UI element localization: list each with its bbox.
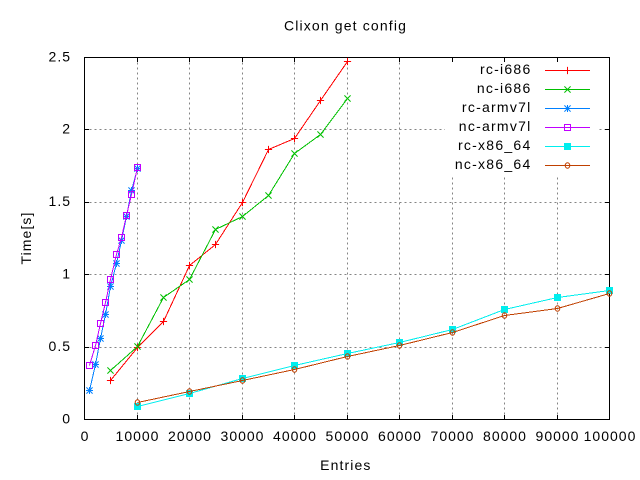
svg-text:nc-i686: nc-i686	[477, 80, 532, 96]
svg-text:Clixon get config: Clixon get config	[284, 18, 407, 34]
svg-text:0: 0	[62, 410, 71, 426]
svg-text:2: 2	[62, 121, 71, 137]
svg-text:rc-x86_64: rc-x86_64	[458, 137, 532, 153]
svg-text:30000: 30000	[221, 428, 265, 444]
svg-text:70000: 70000	[431, 428, 475, 444]
svg-text:0: 0	[81, 428, 90, 444]
svg-text:80000: 80000	[483, 428, 527, 444]
svg-text:nc-x86_64: nc-x86_64	[455, 156, 532, 172]
svg-text:100000: 100000	[584, 428, 637, 444]
svg-text:2.5: 2.5	[49, 48, 71, 64]
svg-text:50000: 50000	[326, 428, 370, 444]
svg-text:90000: 90000	[536, 428, 580, 444]
svg-text:Entries: Entries	[320, 457, 371, 473]
svg-text:40000: 40000	[273, 428, 317, 444]
svg-text:1.5: 1.5	[49, 193, 71, 209]
svg-text:Time[s]: Time[s]	[18, 211, 34, 264]
svg-text:rc-i686: rc-i686	[480, 61, 532, 77]
svg-text:10000: 10000	[116, 428, 160, 444]
svg-text:nc-armv7l: nc-armv7l	[459, 118, 532, 134]
svg-text:rc-armv7l: rc-armv7l	[462, 99, 532, 115]
svg-text:60000: 60000	[378, 428, 422, 444]
svg-text:20000: 20000	[168, 428, 212, 444]
svg-text:0.5: 0.5	[49, 338, 71, 354]
svg-text:1: 1	[62, 266, 71, 282]
